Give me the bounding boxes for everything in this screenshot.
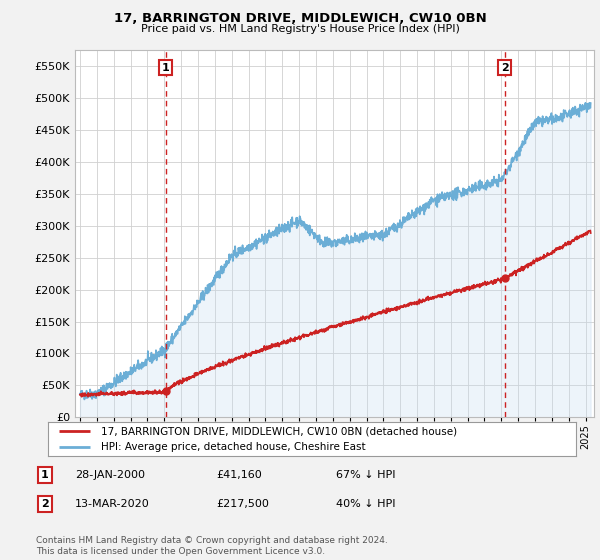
Text: 1: 1	[41, 470, 49, 480]
Text: 2: 2	[501, 63, 509, 73]
Text: 28-JAN-2000: 28-JAN-2000	[75, 470, 145, 480]
Text: 40% ↓ HPI: 40% ↓ HPI	[336, 499, 395, 509]
Text: 17, BARRINGTON DRIVE, MIDDLEWICH, CW10 0BN: 17, BARRINGTON DRIVE, MIDDLEWICH, CW10 0…	[113, 12, 487, 25]
Text: 17, BARRINGTON DRIVE, MIDDLEWICH, CW10 0BN (detached house): 17, BARRINGTON DRIVE, MIDDLEWICH, CW10 0…	[101, 426, 457, 436]
Text: 13-MAR-2020: 13-MAR-2020	[75, 499, 150, 509]
Text: 67% ↓ HPI: 67% ↓ HPI	[336, 470, 395, 480]
Text: £217,500: £217,500	[216, 499, 269, 509]
Text: Price paid vs. HM Land Registry's House Price Index (HPI): Price paid vs. HM Land Registry's House …	[140, 24, 460, 34]
Text: 2: 2	[41, 499, 49, 509]
Text: 1: 1	[162, 63, 170, 73]
Text: £41,160: £41,160	[216, 470, 262, 480]
Text: Contains HM Land Registry data © Crown copyright and database right 2024.
This d: Contains HM Land Registry data © Crown c…	[36, 536, 388, 556]
Text: HPI: Average price, detached house, Cheshire East: HPI: Average price, detached house, Ches…	[101, 442, 365, 452]
